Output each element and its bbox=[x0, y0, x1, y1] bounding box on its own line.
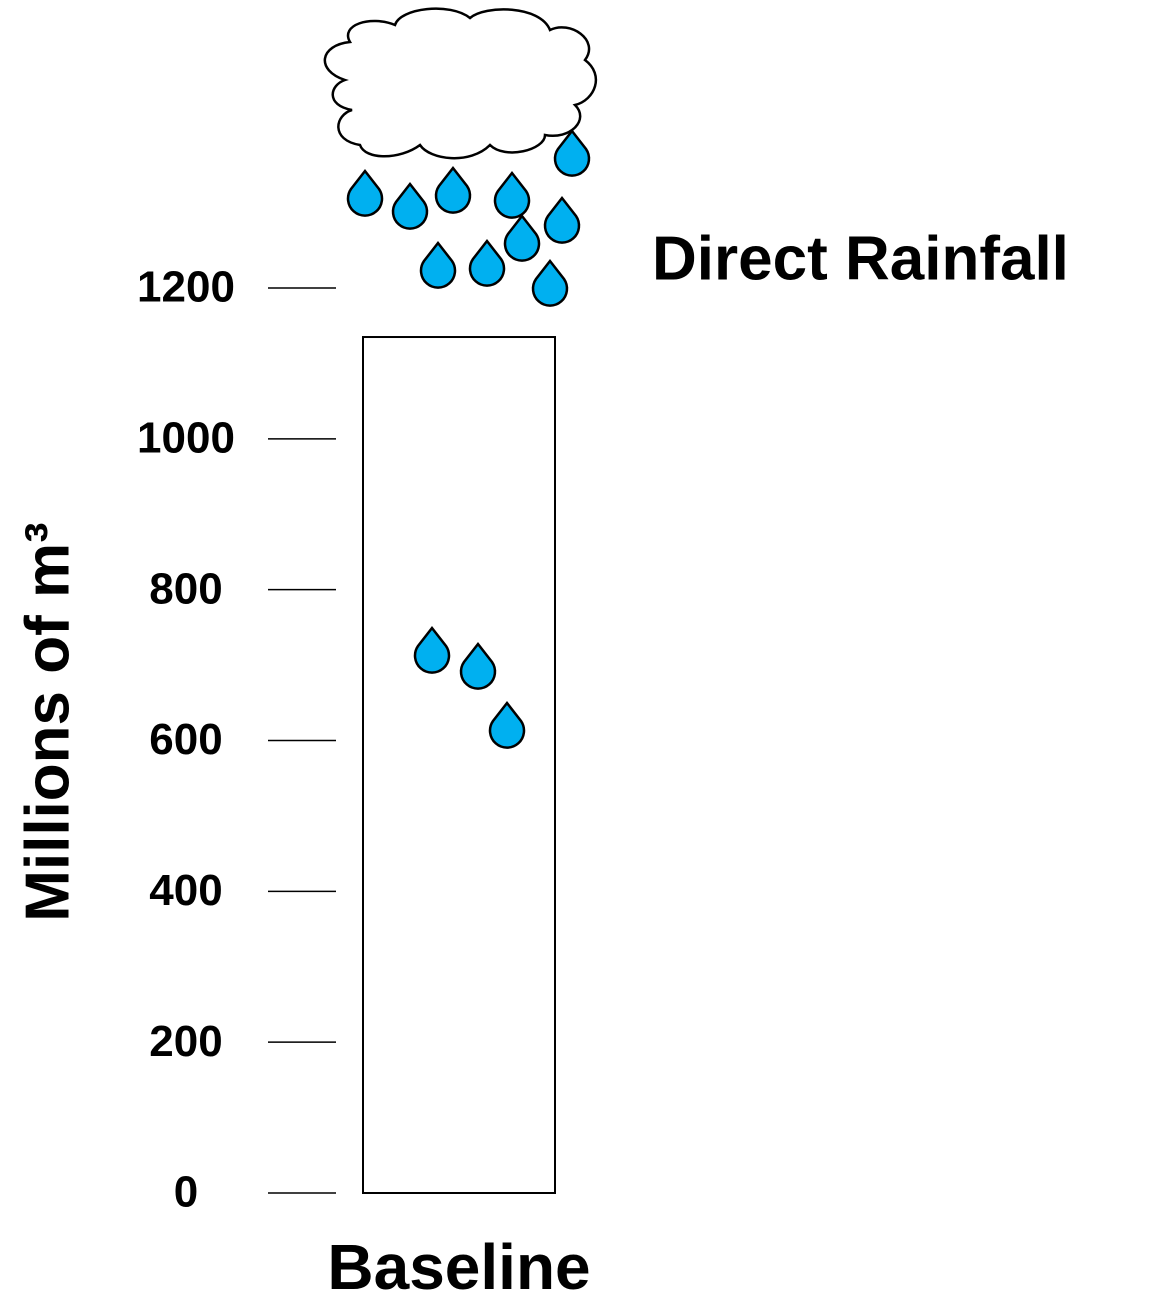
x-tick-label: Baseline bbox=[327, 1231, 590, 1303]
y-tick-label: 200 bbox=[149, 1017, 222, 1066]
y-tick-label: 1200 bbox=[137, 263, 235, 312]
y-tick-label: 0 bbox=[174, 1168, 198, 1217]
y-axis-label: Millions of m³ bbox=[13, 522, 82, 922]
annotation: Direct Rainfall bbox=[652, 224, 1069, 293]
y-tick-label: 800 bbox=[149, 564, 222, 613]
cloud bbox=[325, 9, 596, 159]
bar bbox=[363, 337, 555, 1193]
y-tick-label: 400 bbox=[149, 866, 222, 915]
chart: Direct Rainfall Millions of m³ 0 200 400 60… bbox=[0, 0, 1155, 1306]
y-tick-label: 1000 bbox=[137, 413, 235, 462]
y-tick-label: 600 bbox=[149, 715, 222, 764]
plot bbox=[363, 337, 555, 1193]
